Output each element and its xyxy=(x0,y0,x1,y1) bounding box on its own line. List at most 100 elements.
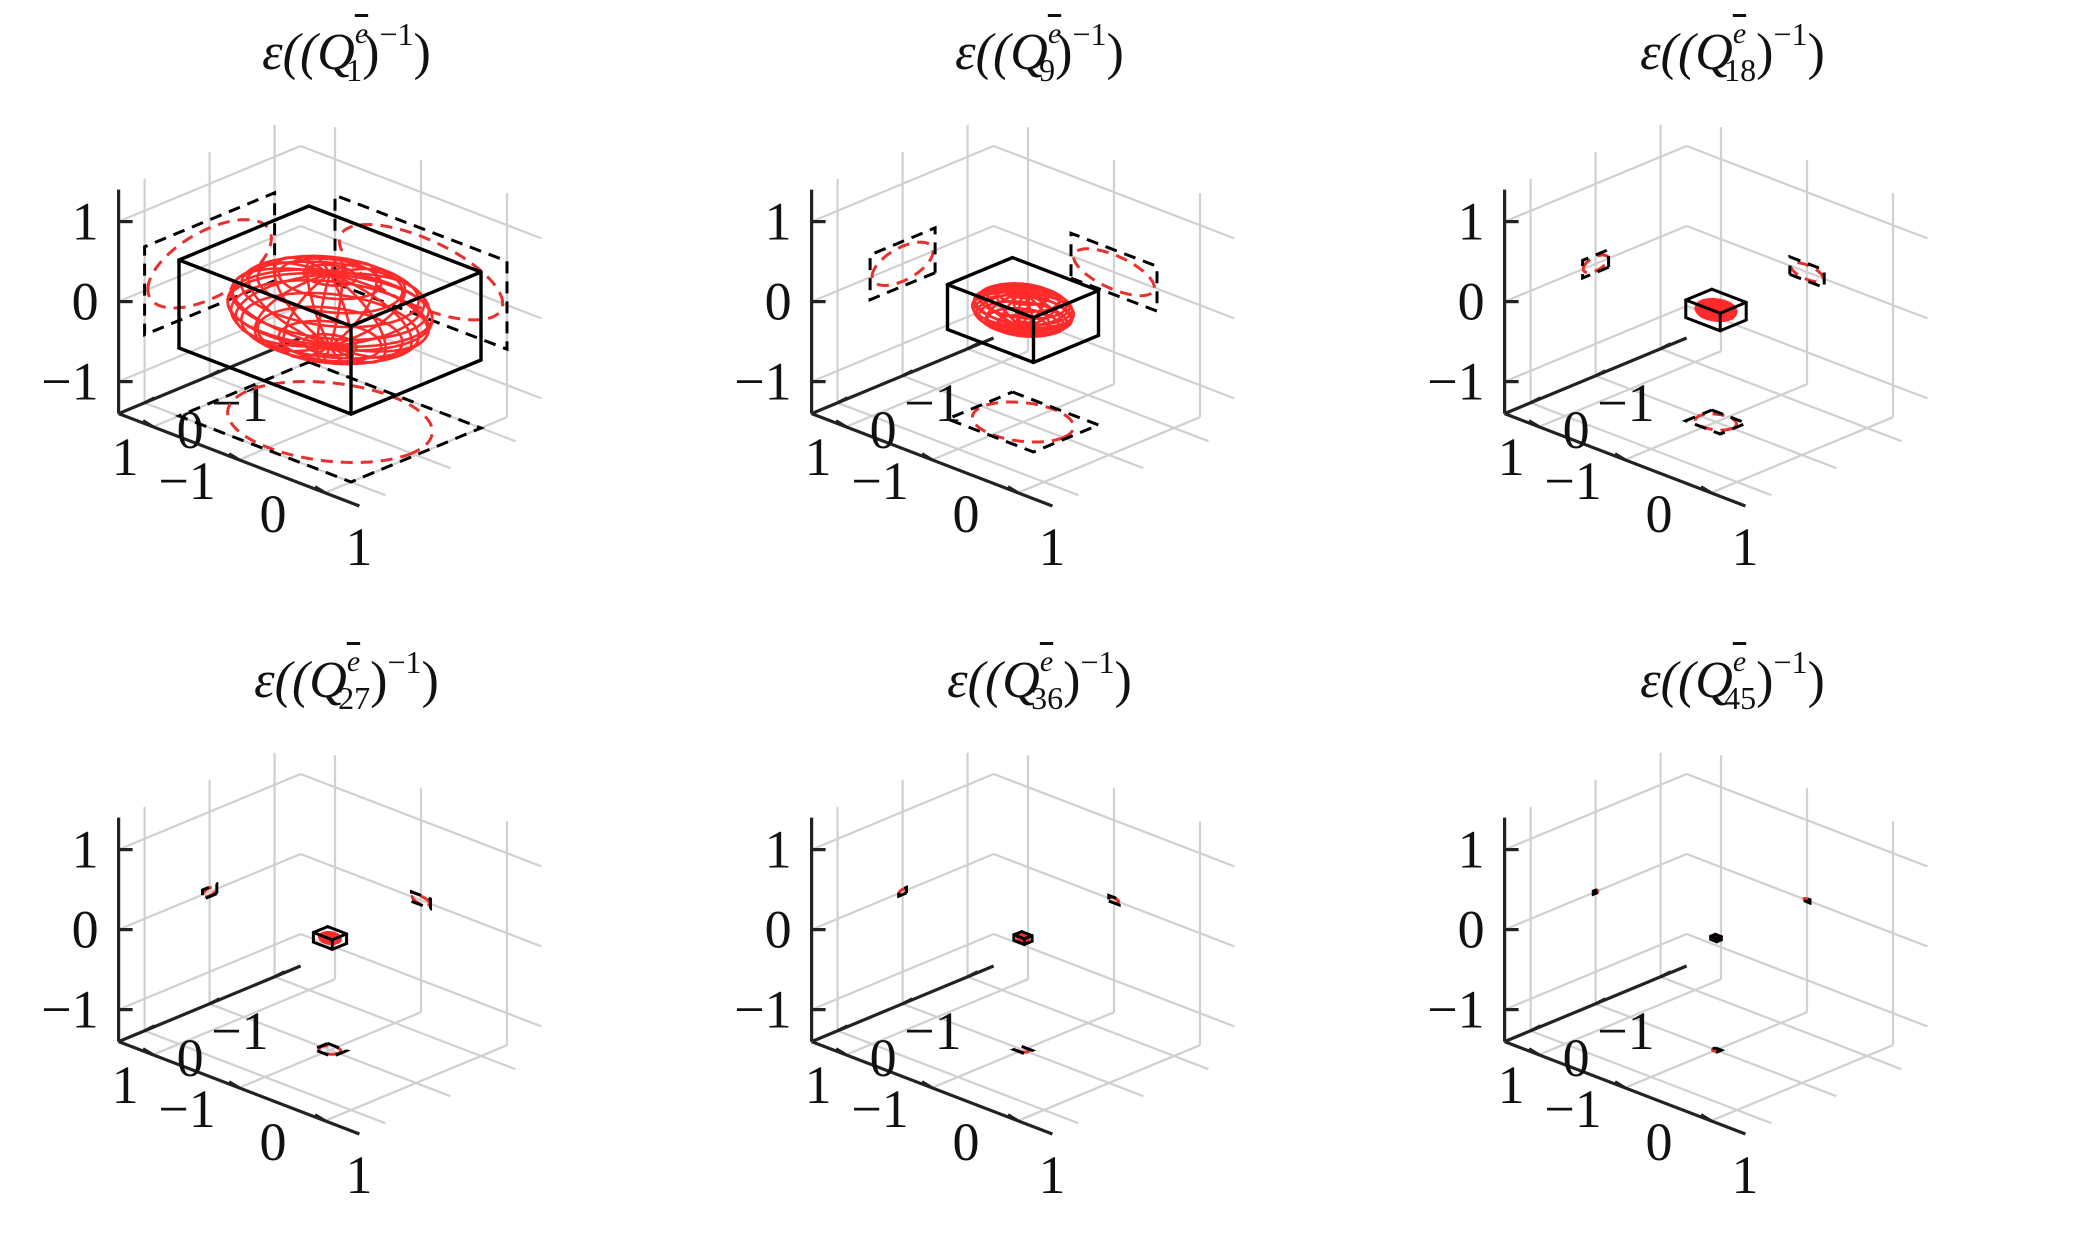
x-tick-label: −1 xyxy=(1544,451,1601,511)
grid xyxy=(811,752,1235,1125)
floor-box-projection xyxy=(1706,1046,1726,1054)
x-tick xyxy=(314,485,326,495)
title-close-paren-2: ) xyxy=(421,652,439,709)
box-edge xyxy=(307,204,483,274)
box-edge xyxy=(326,925,349,936)
projections xyxy=(897,885,1121,1056)
x-tick xyxy=(1700,1113,1712,1123)
yz-ellipse-projection xyxy=(870,240,935,288)
grid xyxy=(811,124,1235,497)
box-edge xyxy=(177,258,353,328)
x-tick-label: 0 xyxy=(1646,484,1673,544)
title-superscript: e xyxy=(1732,17,1747,50)
floor-box-projection xyxy=(309,1042,351,1059)
box-edge xyxy=(311,940,334,951)
grid-line xyxy=(118,852,302,931)
axes-3d: −101−101 −101 xyxy=(734,124,1235,577)
x-tick xyxy=(142,419,154,429)
x-tick-label: 1 xyxy=(346,517,373,577)
yz-box-projection xyxy=(897,885,908,899)
y-tick xyxy=(836,396,849,405)
y-tick xyxy=(273,970,286,979)
box-edge xyxy=(945,255,1015,287)
z-tick-label: 1 xyxy=(1458,192,1485,252)
ellipsoid-meridian xyxy=(329,272,388,364)
box-edge xyxy=(1684,298,1722,315)
y-tick xyxy=(901,369,914,378)
ellipsoid-meridian xyxy=(973,288,1024,329)
y-tick xyxy=(1594,997,1607,1006)
grid-line xyxy=(1686,144,1928,240)
grid xyxy=(118,752,542,1125)
box-edge xyxy=(945,282,1036,320)
y-tick xyxy=(208,997,221,1006)
grid-line xyxy=(811,852,995,931)
grid-line xyxy=(144,1029,386,1125)
title-prefix: ε((Q xyxy=(1640,652,1733,709)
axes-3d: −101−101 −101 xyxy=(1427,124,1928,577)
z-tick-label: 1 xyxy=(765,820,792,880)
title-exponent: −1 xyxy=(1773,644,1808,680)
grid-line xyxy=(1686,772,1928,868)
x-tick xyxy=(921,452,933,462)
grid-line xyxy=(993,772,1235,868)
box-edge xyxy=(1031,288,1101,320)
y-tick-label: 1 xyxy=(112,1055,139,1115)
title-subscript: 36 xyxy=(1031,680,1064,716)
title-close-paren: ) xyxy=(1756,24,1774,81)
grid-line xyxy=(811,144,995,223)
grid-line xyxy=(993,224,1235,320)
ellipsoid-meridian xyxy=(282,272,331,359)
chart-panel-4: ε((Qe27)−1) −1 0 1 −1 0 1 −1 0 1 xyxy=(0,628,693,1255)
z-tick-label: 0 xyxy=(765,272,792,332)
y-tick xyxy=(966,342,979,351)
z-tick-label: 1 xyxy=(72,192,99,252)
title-prefix: ε((Q xyxy=(1640,24,1733,81)
box-edge xyxy=(330,932,349,942)
yz-box-projection xyxy=(143,190,277,338)
projections xyxy=(868,225,1159,454)
y-tick-label: 0 xyxy=(1563,1028,1590,1088)
title-superscript: e xyxy=(354,17,369,50)
y-tick xyxy=(1529,396,1542,405)
axes-3d: −101−101 −101 xyxy=(41,124,542,577)
y-tick xyxy=(966,970,979,979)
y-tick-label: 0 xyxy=(870,400,897,460)
tick-labels: −101−101 −101 xyxy=(734,820,1065,1205)
grid-line xyxy=(837,401,1079,497)
title-close-paren-2: ) xyxy=(1807,652,1825,709)
title-close-paren: ) xyxy=(1756,652,1774,709)
grid-line xyxy=(1530,401,1772,497)
ellipsoid-meridian xyxy=(994,282,1024,329)
z-tick-label: 1 xyxy=(72,820,99,880)
y-tick xyxy=(901,997,914,1006)
chart-panel-1: ε((Qe1)−1) −1 0 1 −1 0 1 −1 0 1 xyxy=(0,0,693,627)
ellipsoid-meridian xyxy=(971,290,1024,329)
y-tick-label: 1 xyxy=(805,1055,832,1115)
x-tick xyxy=(1614,1080,1626,1090)
projections xyxy=(1581,247,1826,436)
y-tick-label: −1 xyxy=(1597,1001,1654,1061)
title-prefix: ε((Q xyxy=(262,24,355,81)
tick-labels: −101−101 −101 xyxy=(41,820,372,1205)
title-superscript: e xyxy=(1047,17,1062,50)
title-prefix: ε((Q xyxy=(947,652,1040,709)
xz-ellipse-projection xyxy=(410,893,432,907)
ellipsoid-meridian xyxy=(329,272,414,360)
tick-labels: −101−101 −101 xyxy=(734,192,1065,577)
floor-box-projection xyxy=(174,360,486,484)
chart-panel-5: ε((Qe36)−1) −1 0 1 −1 0 1 −1 0 1 xyxy=(693,628,1386,1255)
x-tick xyxy=(314,1113,326,1123)
y-tick xyxy=(836,1024,849,1033)
ellipsoid-wireframe xyxy=(226,254,434,366)
y-tick xyxy=(143,1024,156,1033)
x-tick-label: −1 xyxy=(158,1079,215,1139)
grid-line xyxy=(1017,1044,1201,1122)
floor-box-projection xyxy=(1681,408,1751,436)
x-tick xyxy=(921,1080,933,1090)
y-tick-label: −1 xyxy=(211,1001,268,1061)
chart-title: ε((Qe18)−1) xyxy=(1386,18,2079,86)
z-tick-label: 0 xyxy=(72,900,99,960)
yz-box-projection xyxy=(1581,247,1611,281)
